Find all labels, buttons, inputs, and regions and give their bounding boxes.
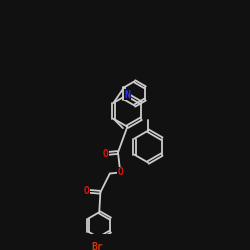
Text: O: O [102, 149, 108, 159]
Text: N: N [124, 90, 130, 100]
Text: Br: Br [91, 242, 103, 250]
Text: O: O [84, 186, 89, 196]
Text: O: O [118, 168, 123, 177]
